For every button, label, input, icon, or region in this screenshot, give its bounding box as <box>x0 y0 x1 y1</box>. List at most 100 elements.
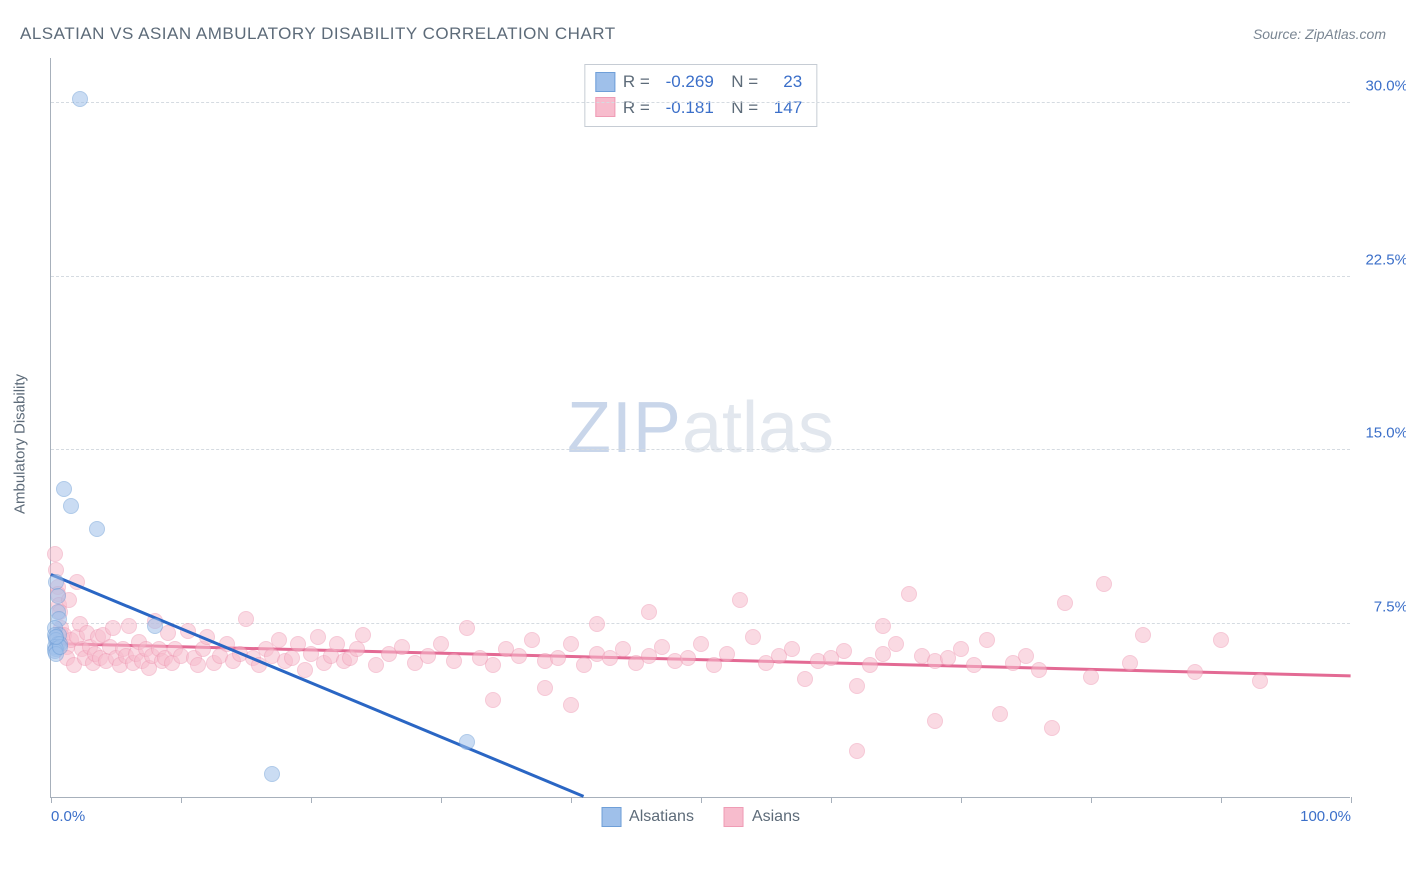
scatter-point-asians <box>329 636 345 652</box>
scatter-point-asians <box>105 620 121 636</box>
xtick <box>181 797 182 803</box>
watermark: ZIPatlas <box>567 387 834 469</box>
ytick-label: 15.0% <box>1365 425 1406 442</box>
scatter-point-asians <box>706 657 722 673</box>
scatter-point-asians <box>979 632 995 648</box>
scatter-point-asians <box>927 713 943 729</box>
scatter-point-asians <box>524 632 540 648</box>
scatter-point-asians <box>1135 627 1151 643</box>
scatter-point-alsatians <box>48 629 64 645</box>
scatter-point-asians <box>47 546 63 562</box>
xtick <box>1221 797 1222 803</box>
scatter-point-asians <box>563 636 579 652</box>
scatter-point-asians <box>1096 576 1112 592</box>
ytick-label: 22.5% <box>1365 251 1406 268</box>
scatter-point-asians <box>420 648 436 664</box>
legend-item-asians: Asians <box>724 807 800 827</box>
scatter-point-asians <box>537 680 553 696</box>
scatter-point-asians <box>680 650 696 666</box>
scatter-point-asians <box>563 697 579 713</box>
legend-label-alsatians: Alsatians <box>629 808 694 826</box>
legend-bottom: Alsatians Asians <box>601 807 800 827</box>
scatter-point-asians <box>394 639 410 655</box>
gridline-h <box>51 102 1350 103</box>
scatter-point-asians <box>121 618 137 634</box>
scatter-point-alsatians <box>459 734 475 750</box>
plot-area: ZIPatlas R = -0.269 N = 23 R = -0.181 N … <box>50 58 1350 798</box>
scatter-point-asians <box>271 632 287 648</box>
scatter-point-alsatians <box>72 91 88 107</box>
scatter-point-asians <box>1122 655 1138 671</box>
scatter-point-alsatians <box>147 618 163 634</box>
swatch-alsatians <box>601 807 621 827</box>
xtick <box>441 797 442 803</box>
scatter-point-alsatians <box>63 498 79 514</box>
xtick <box>311 797 312 803</box>
scatter-point-asians <box>511 648 527 664</box>
gridline-h <box>51 276 1350 277</box>
scatter-point-asians <box>966 657 982 673</box>
stat-R-label: R = <box>623 69 650 95</box>
xtick <box>571 797 572 803</box>
xtick <box>961 797 962 803</box>
scatter-point-asians <box>693 636 709 652</box>
swatch-asians <box>595 97 615 117</box>
scatter-point-asians <box>1252 673 1268 689</box>
scatter-point-asians <box>284 650 300 666</box>
stat-R-label: R = <box>623 95 650 121</box>
scatter-point-asians <box>992 706 1008 722</box>
scatter-point-asians <box>310 629 326 645</box>
swatch-alsatians <box>595 72 615 92</box>
title-bar: ALSATIAN VS ASIAN AMBULATORY DISABILITY … <box>20 24 1386 44</box>
xtick <box>1351 797 1352 803</box>
scatter-point-asians <box>654 639 670 655</box>
scatter-point-asians <box>238 611 254 627</box>
stat-N-label: N = <box>722 95 758 121</box>
scatter-point-asians <box>1018 648 1034 664</box>
scatter-point-alsatians <box>56 481 72 497</box>
scatter-point-asians <box>732 592 748 608</box>
scatter-point-asians <box>784 641 800 657</box>
ytick-label: 7.5% <box>1374 598 1406 615</box>
scatter-point-alsatians <box>264 766 280 782</box>
chart-title: ALSATIAN VS ASIAN AMBULATORY DISABILITY … <box>20 24 616 44</box>
scatter-point-asians <box>1044 720 1060 736</box>
xtick <box>701 797 702 803</box>
chart-container: Ambulatory Disability ZIPatlas R = -0.26… <box>50 58 1390 830</box>
scatter-point-asians <box>1083 669 1099 685</box>
scatter-point-asians <box>433 636 449 652</box>
scatter-point-asians <box>745 629 761 645</box>
legend-item-alsatians: Alsatians <box>601 807 694 827</box>
scatter-point-asians <box>641 604 657 620</box>
xtick <box>1091 797 1092 803</box>
source-label: Source: ZipAtlas.com <box>1253 26 1386 42</box>
scatter-point-asians <box>836 643 852 659</box>
scatter-point-asians <box>849 678 865 694</box>
scatter-point-asians <box>953 641 969 657</box>
scatter-point-asians <box>1187 664 1203 680</box>
scatter-point-alsatians <box>50 588 66 604</box>
stat-N-label: N = <box>722 69 758 95</box>
scatter-point-asians <box>849 743 865 759</box>
scatter-point-alsatians <box>89 521 105 537</box>
stats-row-alsatians: R = -0.269 N = 23 <box>595 69 802 95</box>
watermark-atlas: atlas <box>682 388 834 468</box>
stat-R-alsatians: -0.269 <box>658 69 714 95</box>
scatter-point-asians <box>875 618 891 634</box>
swatch-asians <box>724 807 744 827</box>
scatter-point-asians <box>719 646 735 662</box>
ytick-label: 30.0% <box>1365 78 1406 95</box>
xtick <box>831 797 832 803</box>
scatter-point-asians <box>446 653 462 669</box>
stats-box: R = -0.269 N = 23 R = -0.181 N = 147 <box>584 64 817 127</box>
stat-N-asians: 147 <box>766 95 802 121</box>
scatter-point-asians <box>459 620 475 636</box>
legend-label-asians: Asians <box>752 808 800 826</box>
scatter-point-asians <box>862 657 878 673</box>
scatter-point-asians <box>901 586 917 602</box>
gridline-h <box>51 449 1350 450</box>
scatter-point-asians <box>349 641 365 657</box>
scatter-point-asians <box>368 657 384 673</box>
stat-R-asians: -0.181 <box>658 95 714 121</box>
stat-N-alsatians: 23 <box>766 69 802 95</box>
